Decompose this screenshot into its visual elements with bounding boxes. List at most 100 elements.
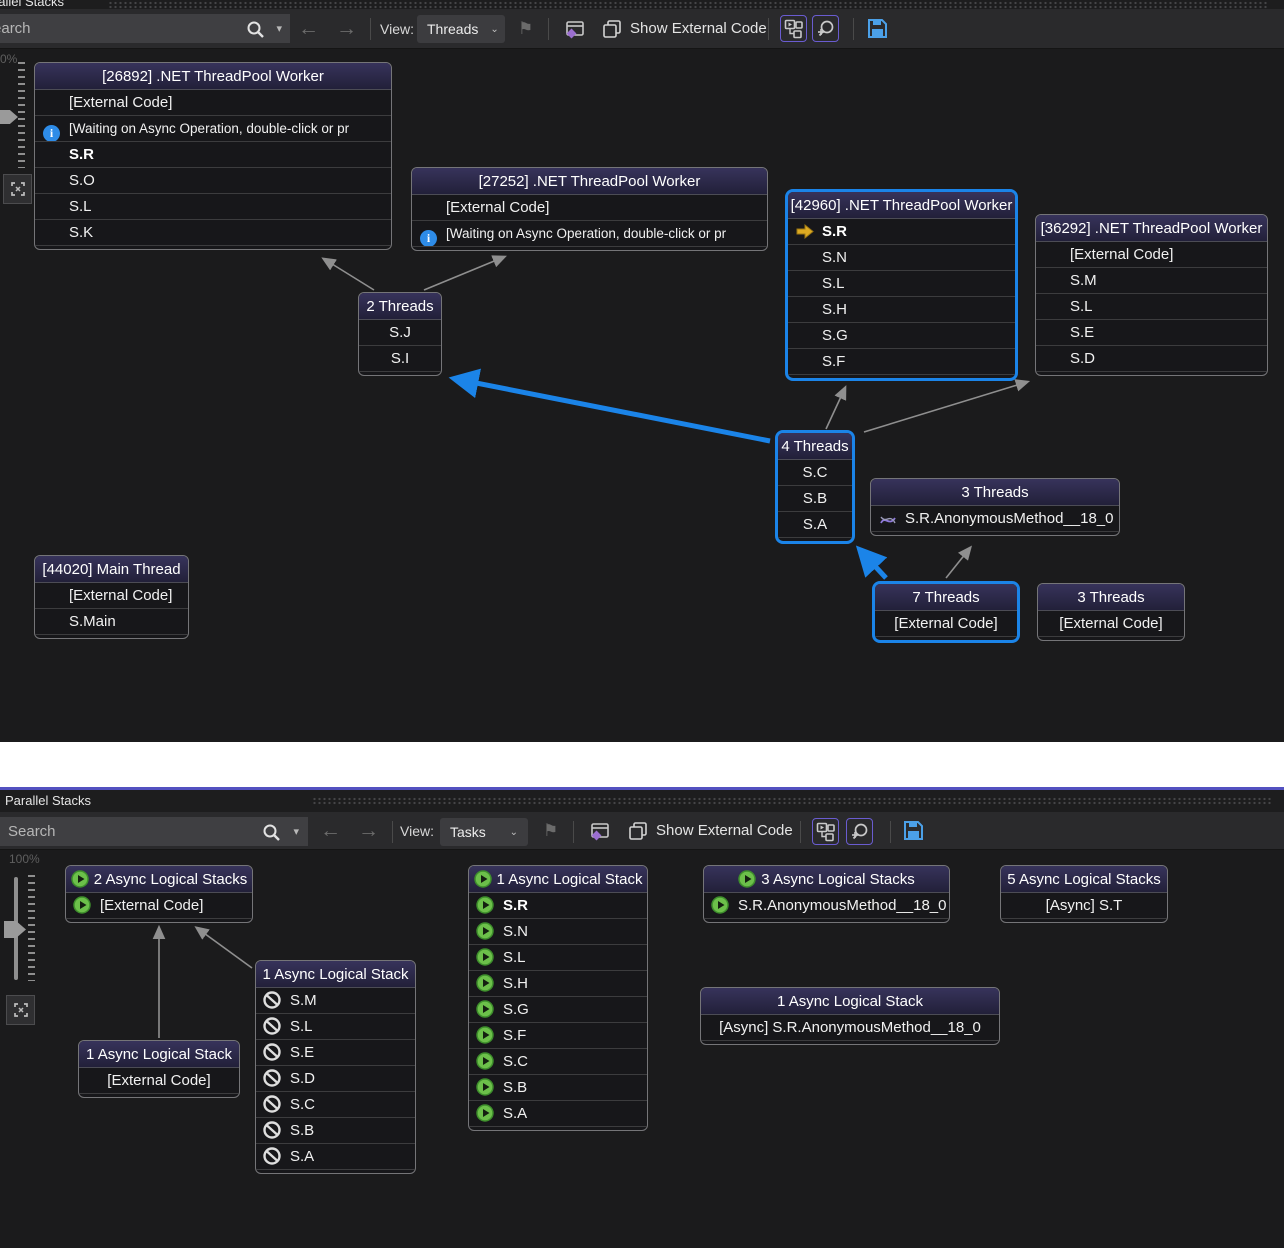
panel-titlebar[interactable]: Parallel Stacks [0,790,1284,812]
view-dropdown[interactable]: Threads ⌄ [417,15,505,43]
async-box-header[interactable]: 1 Async Logical Stack [79,1041,239,1068]
stack-frame[interactable]: S.N [788,245,1015,271]
thread-group-3-threads-anon[interactable]: 3 Threads S.R.AnonymousMethod__18_0 [870,478,1120,536]
stack-frame[interactable]: S.B [778,486,852,512]
async-stack-box-5[interactable]: 5 Async Logical Stacks [Async] S.T [1000,865,1168,923]
stack-frame[interactable]: S.L [1036,294,1267,320]
toggle-zoom-control-button[interactable] [846,818,873,845]
stack-frame[interactable]: S.A [469,1101,647,1127]
stack-frame[interactable]: [External Code] [35,583,188,609]
stack-frame[interactable]: [External Code] [35,90,391,116]
async-box-header[interactable]: 3 Async Logical Stacks [704,866,949,893]
async-box-header[interactable]: 5 Async Logical Stacks [1001,866,1167,893]
stack-frame[interactable]: S.F [469,1023,647,1049]
stack-frame[interactable]: [External Code] [1036,242,1267,268]
async-box-header[interactable]: 1 Async Logical Stack [469,866,647,893]
stack-frame[interactable]: S.N [469,919,647,945]
async-box-header[interactable]: 1 Async Logical Stack [701,988,999,1015]
async-box-header[interactable]: 1 Async Logical Stack [256,961,415,988]
autoscroll-current-frame-button[interactable] [812,818,839,845]
stack-frame[interactable]: S.L [788,271,1015,297]
thread-box-header[interactable]: 3 Threads [1038,584,1184,611]
stack-frame[interactable]: S.D [256,1066,415,1092]
async-box-header[interactable]: 2 Async Logical Stacks [66,866,252,893]
navigate-forward-button[interactable]: → [336,9,357,48]
stack-frame[interactable]: S.M [1036,268,1267,294]
stack-frame[interactable]: [External Code] [412,195,767,221]
toggle-method-view-button[interactable] [590,812,610,849]
async-stack-box-3anon[interactable]: 3 Async Logical Stacks S.R.AnonymousMeth… [703,865,950,923]
stack-frame[interactable]: S.L [256,1014,415,1040]
stack-frame[interactable]: S.L [35,194,391,220]
thread-box-header[interactable]: [42960] .NET ThreadPool Worker [788,192,1015,219]
save-button[interactable] [867,9,888,48]
thread-box-header[interactable]: 4 Threads [778,433,852,460]
thread-group-3-threads-ext[interactable]: 3 Threads [External Code] [1037,583,1185,641]
stack-frame[interactable]: S.J [359,320,441,346]
thread-box-27252[interactable]: [27252] .NET ThreadPool Worker [External… [411,167,768,251]
stack-frame[interactable]: i [Waiting on Async Operation, double-cl… [35,116,391,142]
stack-frame[interactable]: S.H [788,297,1015,323]
stack-frame[interactable]: S.G [469,997,647,1023]
search-input[interactable]: Search ▾ [0,817,308,846]
thread-box-42960[interactable]: [42960] .NET ThreadPool Worker S.R S.N S… [785,189,1018,381]
stack-frame[interactable]: S.R.AnonymousMethod__18_0 [871,506,1119,532]
stack-frame[interactable]: i [Waiting on Async Operation, double-cl… [412,221,767,247]
search-input[interactable]: Search ▾ [0,14,290,43]
thread-box-header[interactable]: [26892] .NET ThreadPool Worker [35,63,391,90]
async-stack-box-blocked[interactable]: 1 Async Logical Stack S.M S.L S.E S.D S.… [255,960,416,1174]
stack-frame[interactable]: S.K [35,220,391,246]
show-external-code-button[interactable]: Show External Code [628,812,793,849]
zoom-slider-thumb[interactable] [0,110,18,124]
stack-frame[interactable]: [External Code] [1038,611,1184,637]
toggle-zoom-control-button[interactable] [812,15,839,42]
navigate-back-button[interactable]: ← [320,812,341,849]
stack-frame[interactable]: S.R [788,219,1015,245]
stack-frame[interactable]: S.F [788,349,1015,375]
navigate-back-button[interactable]: ← [298,9,319,48]
stack-frame[interactable]: S.E [256,1040,415,1066]
zoom-slider-thumb[interactable] [4,921,26,938]
thread-box-main[interactable]: [44020] Main Thread [External Code] S.Ma… [34,555,189,639]
stack-frame[interactable]: S.R [469,893,647,919]
thread-group-4-threads[interactable]: 4 Threads S.C S.B S.A [775,430,855,544]
stack-frame[interactable]: S.C [469,1049,647,1075]
thread-box-header[interactable]: [36292] .NET ThreadPool Worker [1036,215,1267,242]
stack-frame[interactable]: S.H [469,971,647,997]
search-icon[interactable] [246,20,264,38]
thread-box-header[interactable]: [27252] .NET ThreadPool Worker [412,168,767,195]
thread-box-26892[interactable]: [26892] .NET ThreadPool Worker [External… [34,62,392,250]
async-stack-box-2ext[interactable]: 2 Async Logical Stacks [External Code] [65,865,253,923]
stack-frame[interactable]: S.R [35,142,391,168]
navigate-forward-button[interactable]: → [358,812,379,849]
zoom-to-fit-button[interactable] [3,174,32,204]
search-dropdown-caret-icon[interactable]: ▾ [293,826,299,838]
thread-box-36292[interactable]: [36292] .NET ThreadPool Worker [External… [1035,214,1268,376]
async-stack-box-running[interactable]: 1 Async Logical Stack S.R S.N S.L S.H S.… [468,865,648,1131]
async-stack-box-1ext[interactable]: 1 Async Logical Stack [External Code] [78,1040,240,1098]
show-only-flagged-button[interactable]: ⚑ [543,812,558,849]
stack-frame[interactable]: S.O [35,168,391,194]
stack-frame[interactable]: S.Main [35,609,188,635]
thread-box-header[interactable]: 7 Threads [875,584,1017,611]
stack-frame[interactable]: S.L [469,945,647,971]
toggle-method-view-button[interactable] [565,9,585,48]
stack-frame[interactable]: S.B [469,1075,647,1101]
stack-frame[interactable]: S.C [256,1092,415,1118]
stack-frame[interactable]: S.A [256,1144,415,1170]
stack-frame[interactable]: S.R.AnonymousMethod__18_0 [704,893,949,919]
stack-frame[interactable]: [External Code] [79,1068,239,1094]
search-dropdown-caret-icon[interactable]: ▾ [276,23,282,35]
zoom-to-fit-button[interactable] [6,995,35,1025]
view-dropdown[interactable]: Tasks ⌄ [440,818,528,846]
stack-frame[interactable]: S.M [256,988,415,1014]
info-icon[interactable]: i [43,120,60,141]
thread-box-header[interactable]: 2 Threads [359,293,441,320]
stack-frame[interactable]: S.E [1036,320,1267,346]
save-button[interactable] [903,812,924,849]
stack-frame[interactable]: [Async] S.T [1001,893,1167,919]
panel-titlebar[interactable]: Parallel Stacks [0,0,1284,9]
show-external-code-button[interactable]: Show External Code [602,9,767,48]
search-icon[interactable] [262,823,280,841]
thread-group-2-threads[interactable]: 2 Threads S.J S.I [358,292,442,376]
